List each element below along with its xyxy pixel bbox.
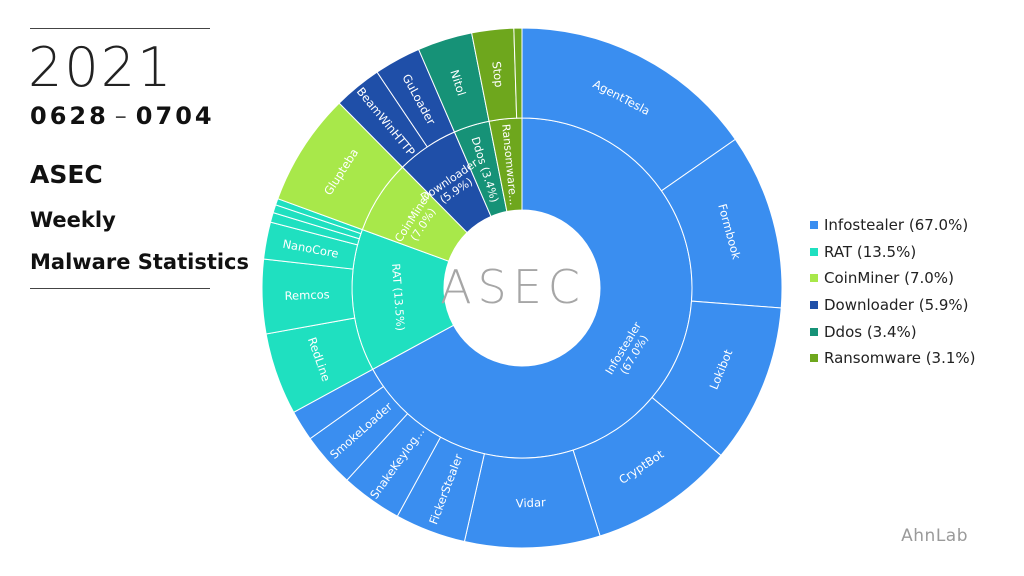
legend-item: Ddos (3.4%) (810, 318, 1010, 345)
legend-label: Downloader (5.9%) (824, 296, 969, 315)
title-asec: ASEC (30, 160, 103, 189)
title-weekly: Weekly (30, 208, 116, 232)
title-malware-statistics: Malware Statistics (30, 250, 250, 274)
outer-label-vidar: Vidar (516, 495, 547, 510)
date-range: 0628–0704 (30, 102, 215, 130)
legend-label: Ransomware (3.1%) (824, 349, 976, 368)
legend-item: Infostealer (67.0%) (810, 212, 1010, 239)
legend-item: Ransomware (3.1%) (810, 345, 1010, 372)
date-start: 0628 (30, 102, 109, 130)
legend-label: Infostealer (67.0%) (824, 216, 969, 235)
legend-item: RAT (13.5%) (810, 239, 1010, 266)
date-separator: – (114, 102, 130, 130)
legend-item: CoinMiner (7.0%) (810, 265, 1010, 292)
legend-swatch (810, 247, 818, 256)
inner-label-rat: RAT (13.5%) (389, 263, 407, 331)
legend-swatch (810, 354, 818, 363)
outer-segment-other (513, 27, 523, 119)
outer-label-remcos: Remcos (284, 287, 330, 302)
legend-item: Downloader (5.9%) (810, 292, 1010, 319)
year-title: 2021 (28, 36, 174, 99)
legend-label: CoinMiner (7.0%) (824, 269, 954, 288)
legend-label: RAT (13.5%) (824, 242, 917, 261)
ahnlab-logo: AhnLab (901, 526, 968, 546)
legend-label: Ddos (3.4%) (824, 322, 917, 341)
legend-swatch (810, 301, 818, 310)
chart-segments (261, 27, 783, 549)
asec-center-logo: ASEC (440, 260, 586, 314)
outer-label-stop: Stop (489, 61, 506, 89)
legend-swatch (810, 221, 818, 230)
legend-swatch (810, 274, 818, 283)
legend-swatch (810, 327, 818, 336)
bottom-divider (30, 288, 210, 289)
chart-legend: Infostealer (67.0%) RAT (13.5%) CoinMiner … (810, 212, 1010, 372)
top-divider (30, 28, 210, 29)
date-end: 0704 (135, 102, 215, 130)
